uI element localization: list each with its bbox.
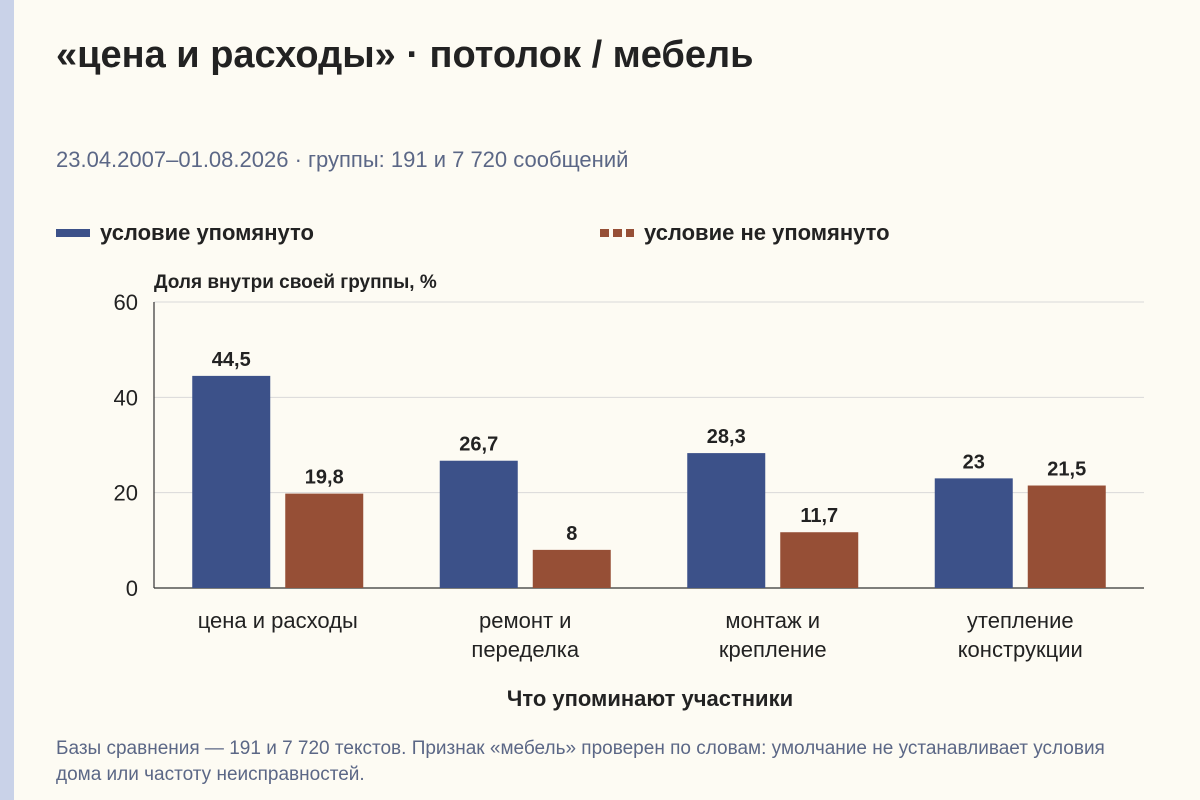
bar: [532, 549, 611, 588]
legend-label-not-mentioned: условие не упомянуто: [644, 220, 890, 245]
data-label: 8: [566, 523, 577, 545]
x-tick-label: крепление: [719, 637, 827, 662]
legend-swatch-not-mentioned: [600, 229, 634, 237]
data-label: 44,5: [212, 349, 251, 371]
y-tick-label: 0: [126, 576, 138, 601]
legend-item-mentioned: условие упомянуто: [56, 218, 314, 248]
x-tick-label: конструкции: [958, 637, 1083, 662]
bar: [687, 453, 766, 588]
bar: [192, 375, 271, 588]
x-tick-label: ремонт и: [479, 608, 571, 633]
x-tick-label: переделка: [471, 637, 579, 662]
data-label: 19,8: [305, 467, 344, 489]
y-tick-label: 40: [114, 385, 138, 410]
legend-label-mentioned: условие упомянуто: [100, 220, 314, 245]
chart-subtitle: 23.04.2007–01.08.2026 · группы: 191 и 7 …: [56, 147, 629, 172]
data-label: 21,5: [1047, 459, 1086, 481]
data-label: 26,7: [459, 434, 498, 456]
bar: [285, 493, 364, 588]
data-label: 28,3: [707, 426, 746, 448]
bar: [780, 532, 859, 588]
y-tick-label: 20: [114, 481, 138, 506]
y-axis-title: Доля внутри своей группы, %: [154, 272, 437, 293]
x-tick-label: утепление: [967, 608, 1074, 633]
y-tick-label: 60: [114, 290, 138, 315]
bar: [439, 460, 518, 588]
side-accent-strip: [0, 0, 14, 800]
bar: [1027, 485, 1106, 588]
data-label: 23: [963, 451, 985, 473]
data-label: 11,7: [800, 505, 838, 527]
bar: [934, 478, 1013, 588]
x-tick-label: монтаж и: [725, 608, 820, 633]
footnote: Базы сравнения — 191 и 7 720 текстов. Пр…: [56, 738, 1105, 785]
legend-item-not-mentioned: условие не упомянуто: [600, 218, 890, 248]
x-tick-label: цена и расходы: [198, 608, 358, 633]
x-axis-title: Что упоминают участники: [506, 686, 794, 711]
chart-title: «цена и расходы» · потолок / мебель: [56, 34, 754, 76]
legend-swatch-mentioned: [56, 229, 90, 237]
